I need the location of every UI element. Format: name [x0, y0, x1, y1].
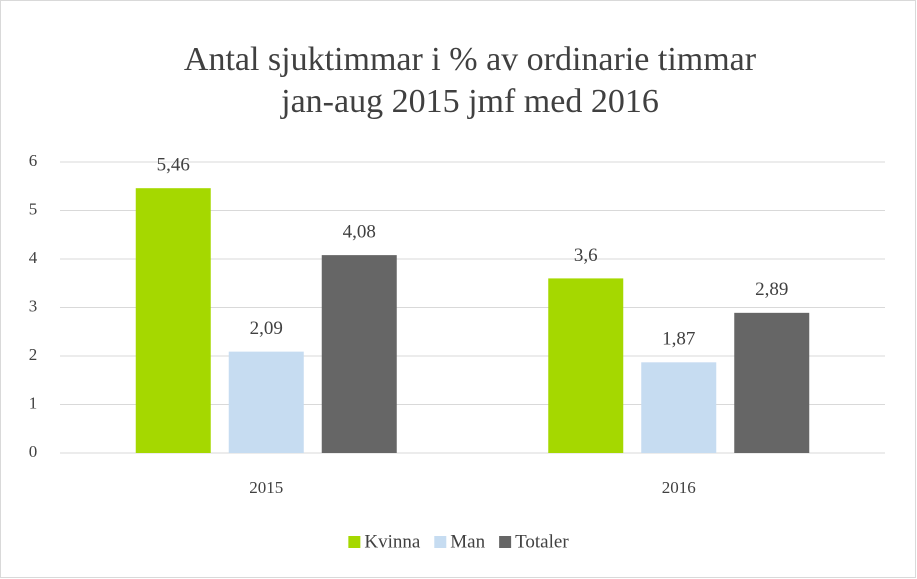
chart-title: jan-aug 2015 jmf med 2016 [280, 83, 659, 120]
y-tick-label: 4 [29, 248, 38, 267]
bar [641, 362, 717, 453]
legend-swatch [434, 536, 447, 548]
data-label: 2,89 [755, 279, 788, 300]
data-label: 1,87 [662, 329, 695, 350]
y-tick-label: 3 [29, 296, 38, 315]
chart-title: Antal sjuktimmar i % av ordinarie timmar [184, 41, 757, 78]
bar [734, 312, 810, 453]
bar [228, 351, 304, 453]
y-tick-label: 0 [29, 442, 38, 461]
data-label: 3,6 [574, 245, 598, 266]
y-tick-label: 5 [29, 199, 38, 218]
legend-label: Man [450, 531, 485, 552]
data-label: 4,08 [343, 221, 376, 242]
bar [135, 188, 211, 453]
y-tick-label: 2 [29, 345, 38, 364]
legend-label: Totaler [515, 531, 569, 552]
bar [321, 255, 397, 453]
legend-swatch [499, 536, 512, 548]
legend-label: Kvinna [364, 531, 421, 552]
y-tick-label: 6 [29, 151, 38, 170]
x-tick-label: 2015 [249, 478, 283, 497]
bar [548, 278, 624, 453]
y-tick-label: 1 [29, 393, 38, 412]
data-label: 2,09 [250, 318, 283, 339]
data-label: 5,46 [157, 155, 190, 176]
legend-swatch [348, 536, 361, 548]
x-tick-label: 2016 [662, 478, 696, 497]
